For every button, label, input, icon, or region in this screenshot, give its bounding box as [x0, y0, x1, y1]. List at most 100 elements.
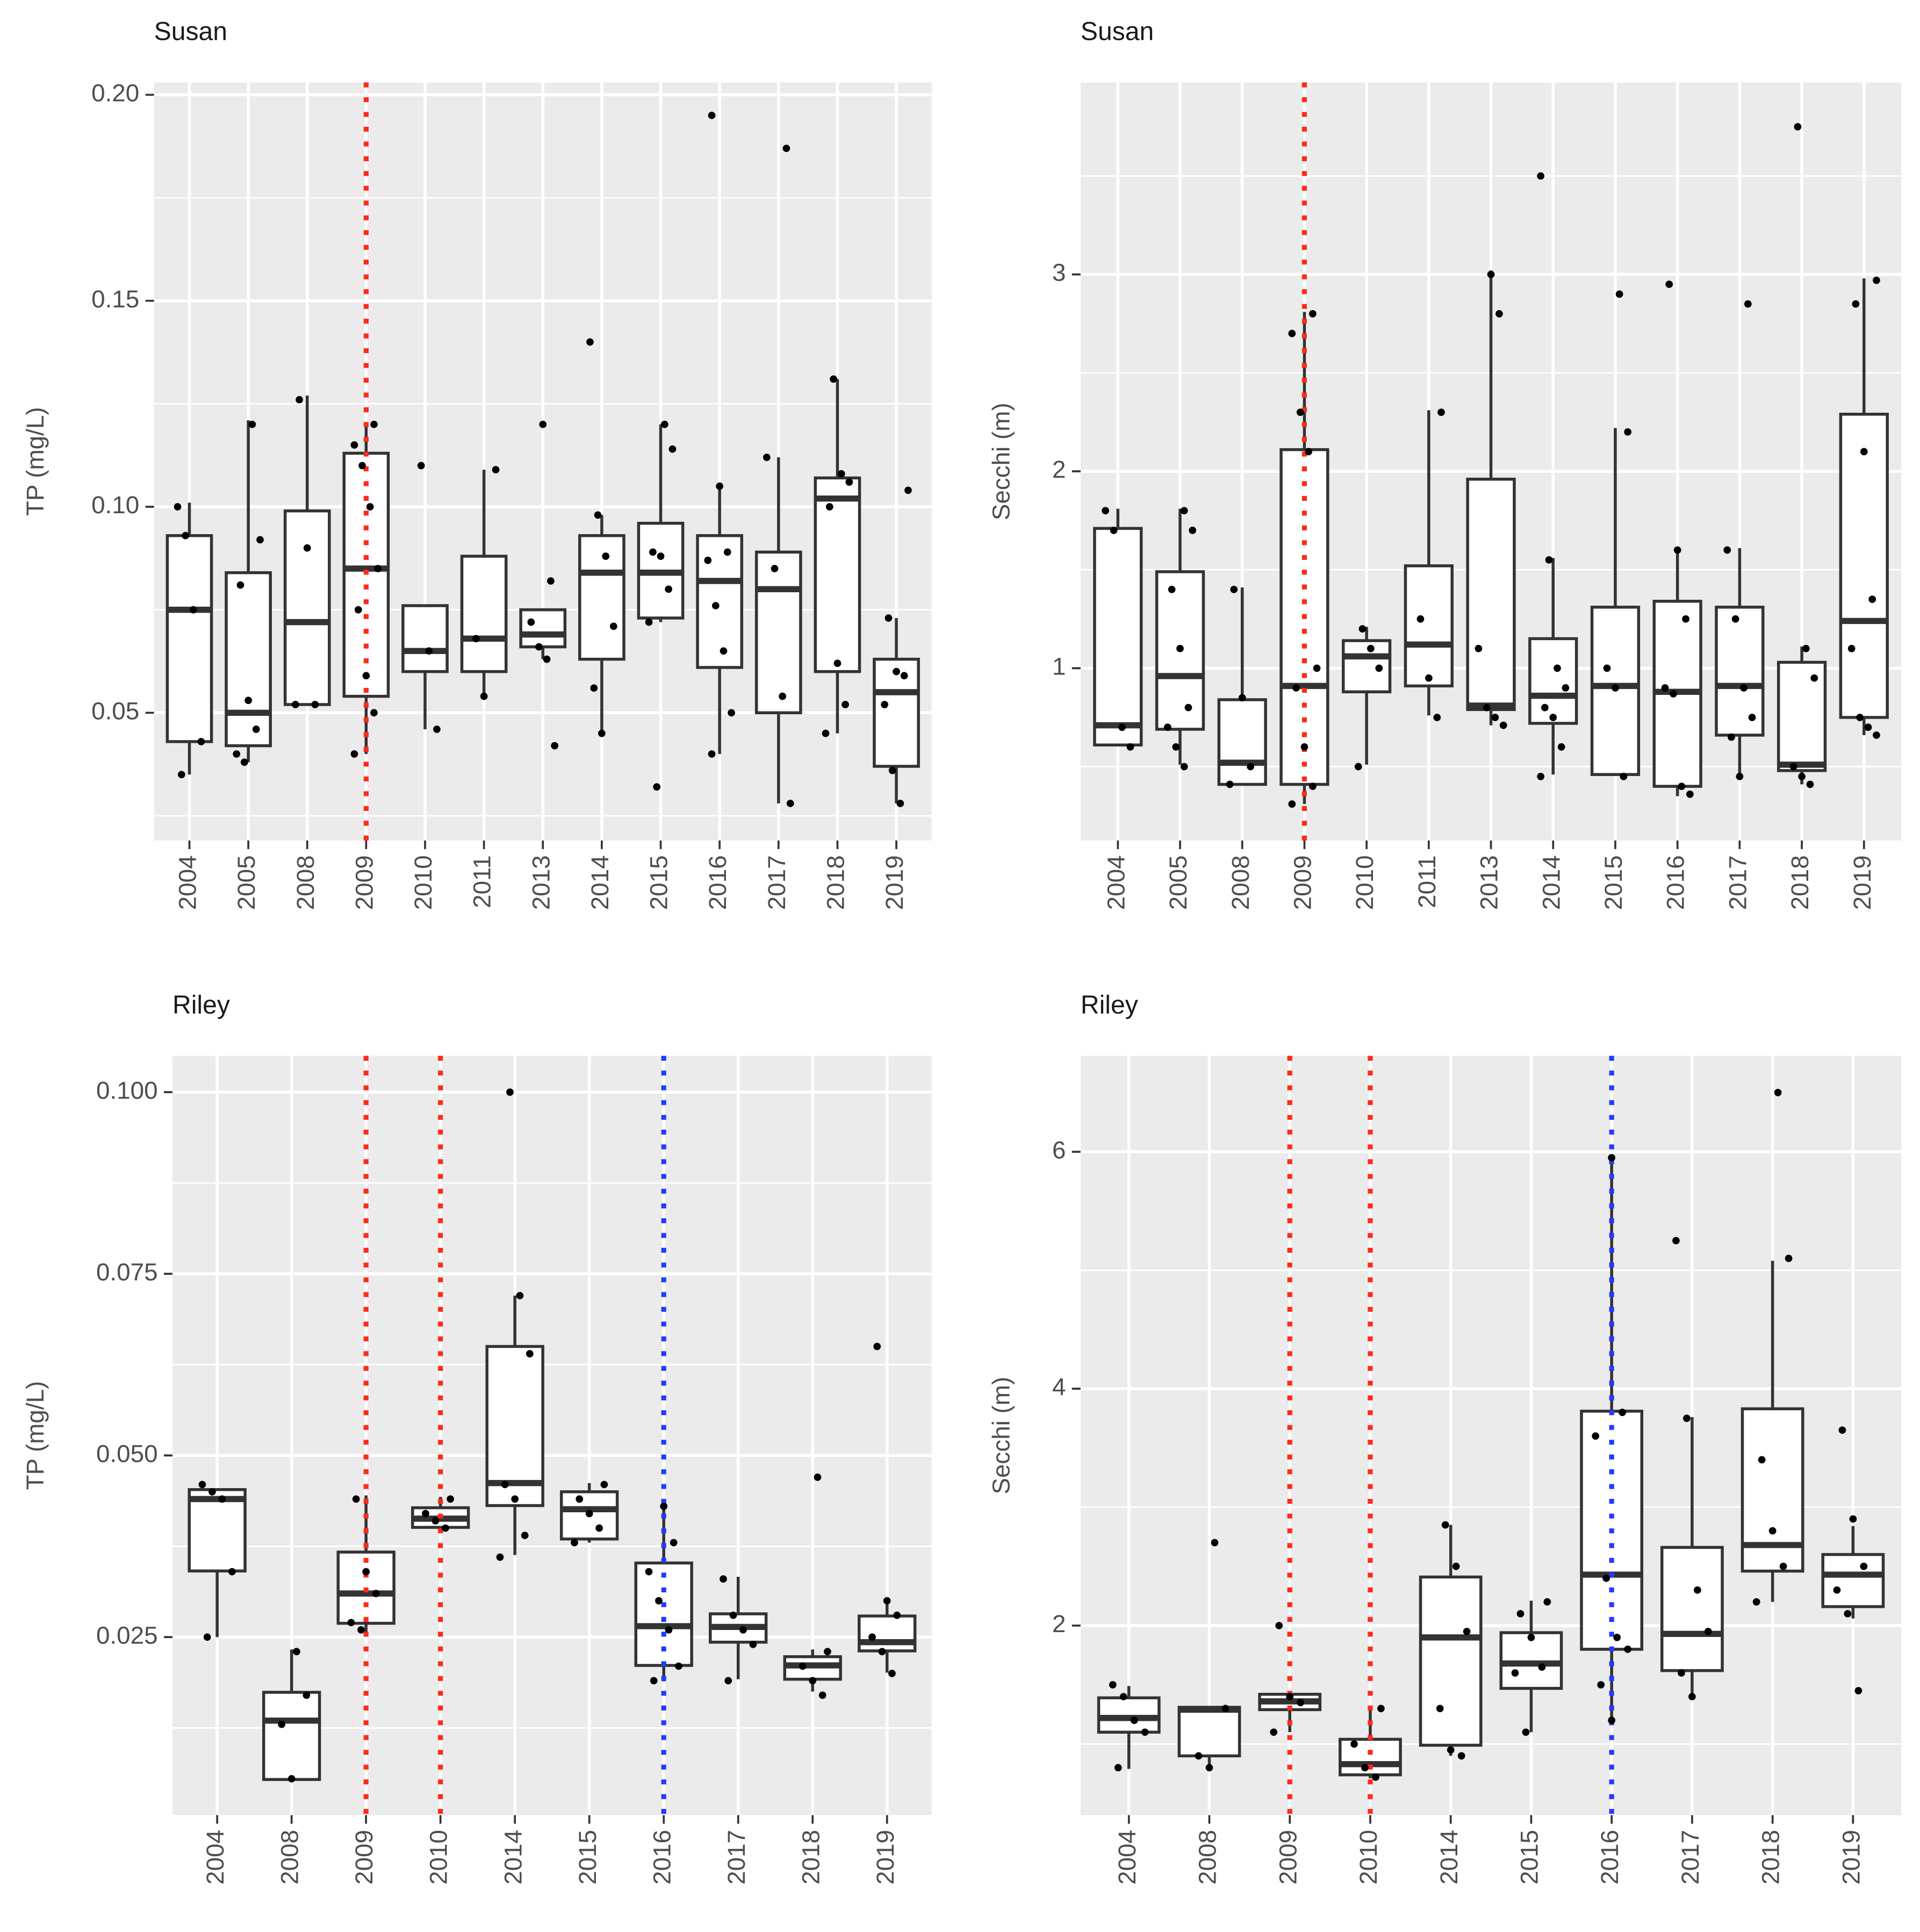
data-point: [417, 462, 425, 470]
data-point: [252, 726, 260, 733]
box: [166, 534, 213, 743]
data-point: [720, 1575, 727, 1583]
data-point: [370, 420, 378, 428]
data-point: [1452, 1562, 1460, 1570]
data-point: [526, 1350, 534, 1358]
data-point: [1275, 1621, 1283, 1629]
x-tick-label: 2005: [233, 855, 260, 910]
data-point: [256, 536, 264, 544]
x-tick-label: 2004: [174, 855, 202, 910]
data-point: [1768, 1527, 1777, 1535]
data-point: [825, 503, 833, 511]
data-point: [535, 643, 543, 651]
data-point: [1758, 1456, 1766, 1464]
data-point: [1308, 310, 1317, 318]
y-axis-label: Secchi (m): [988, 1377, 1015, 1495]
data-point: [660, 420, 668, 428]
data-point: [1847, 644, 1856, 652]
data-point: [1612, 684, 1619, 692]
data-point: [786, 800, 794, 807]
data-point: [904, 486, 912, 494]
x-tick-label: 2019: [872, 1830, 899, 1885]
data-point: [885, 614, 893, 622]
box: [401, 604, 449, 673]
x-tick-label: 2010: [425, 1830, 452, 1885]
data-point: [174, 503, 182, 511]
data-point: [1425, 674, 1433, 682]
box: [1177, 1706, 1241, 1758]
data-point: [675, 1662, 682, 1670]
y-tick-label: 0.10: [91, 491, 139, 519]
data-point: [665, 1626, 673, 1634]
data-point: [1785, 1254, 1793, 1262]
data-point: [822, 729, 830, 737]
data-point: [1141, 1728, 1149, 1736]
box: [1528, 637, 1578, 725]
data-point: [1545, 556, 1553, 564]
data-point: [1483, 703, 1491, 712]
x-tick-label: 2015: [574, 1830, 601, 1885]
data-point: [653, 783, 661, 791]
data-point: [177, 771, 185, 779]
data-point: [720, 647, 728, 655]
box: [814, 476, 861, 673]
y-tick-label: 2: [1052, 456, 1066, 483]
data-point: [830, 375, 837, 383]
data-point: [1852, 300, 1860, 308]
data-point: [1527, 1633, 1535, 1641]
data-point: [1873, 276, 1880, 284]
y-axis-label: TP (mg/L): [21, 1381, 49, 1490]
box: [283, 509, 331, 706]
x-tick-label: 2018: [1786, 855, 1814, 910]
x-tick-label: 2009: [1274, 1830, 1301, 1885]
box: [873, 657, 920, 768]
y-axis-label: Secchi (m): [988, 403, 1015, 520]
data-point: [893, 1611, 901, 1619]
data-point: [1491, 714, 1499, 721]
data-point: [347, 1619, 355, 1627]
data-point: [665, 585, 673, 593]
data-point: [729, 1611, 737, 1619]
data-point: [182, 532, 190, 540]
data-point: [291, 701, 299, 708]
data-point: [1114, 1764, 1122, 1772]
data-point: [208, 1488, 216, 1496]
data-point: [771, 565, 779, 572]
data-point: [1130, 1716, 1138, 1725]
box: [1342, 639, 1392, 694]
data-point: [1615, 290, 1623, 298]
data-point: [521, 1532, 529, 1539]
data-point: [1516, 1610, 1525, 1618]
data-point: [1538, 1663, 1546, 1671]
data-point: [814, 1473, 822, 1481]
data-point: [594, 511, 602, 519]
data-point: [1670, 690, 1677, 698]
data-point: [527, 618, 535, 626]
x-tick-label: 2018: [822, 855, 850, 910]
panel-title: Riley: [1081, 990, 1138, 1019]
data-point: [1810, 674, 1818, 682]
panel: 2 4 6 2004 2008 2009 2010 2014 2015 2016 2017 2018 2…: [988, 990, 1902, 1885]
data-point: [354, 606, 362, 614]
data-point: [1238, 694, 1246, 702]
data-point: [1678, 1669, 1685, 1677]
data-point: [1854, 1687, 1863, 1694]
data-point: [749, 1640, 757, 1648]
data-point: [1436, 1705, 1444, 1712]
data-point: [602, 552, 610, 560]
data-point: [1774, 1089, 1782, 1096]
data-point: [1292, 684, 1300, 692]
box: [1404, 564, 1454, 688]
y-tick-label: 2: [1052, 1610, 1066, 1637]
x-tick-label: 2015: [645, 855, 673, 910]
data-point: [1350, 1740, 1358, 1748]
x-tick-label: 2018: [797, 1830, 824, 1885]
data-point: [645, 618, 653, 626]
data-point: [198, 1481, 206, 1489]
data-point: [809, 1677, 817, 1685]
data-point: [888, 1669, 896, 1677]
data-point: [657, 552, 665, 560]
box: [1715, 606, 1765, 737]
data-point: [716, 482, 724, 490]
x-tick-label: 2016: [1596, 1830, 1623, 1885]
